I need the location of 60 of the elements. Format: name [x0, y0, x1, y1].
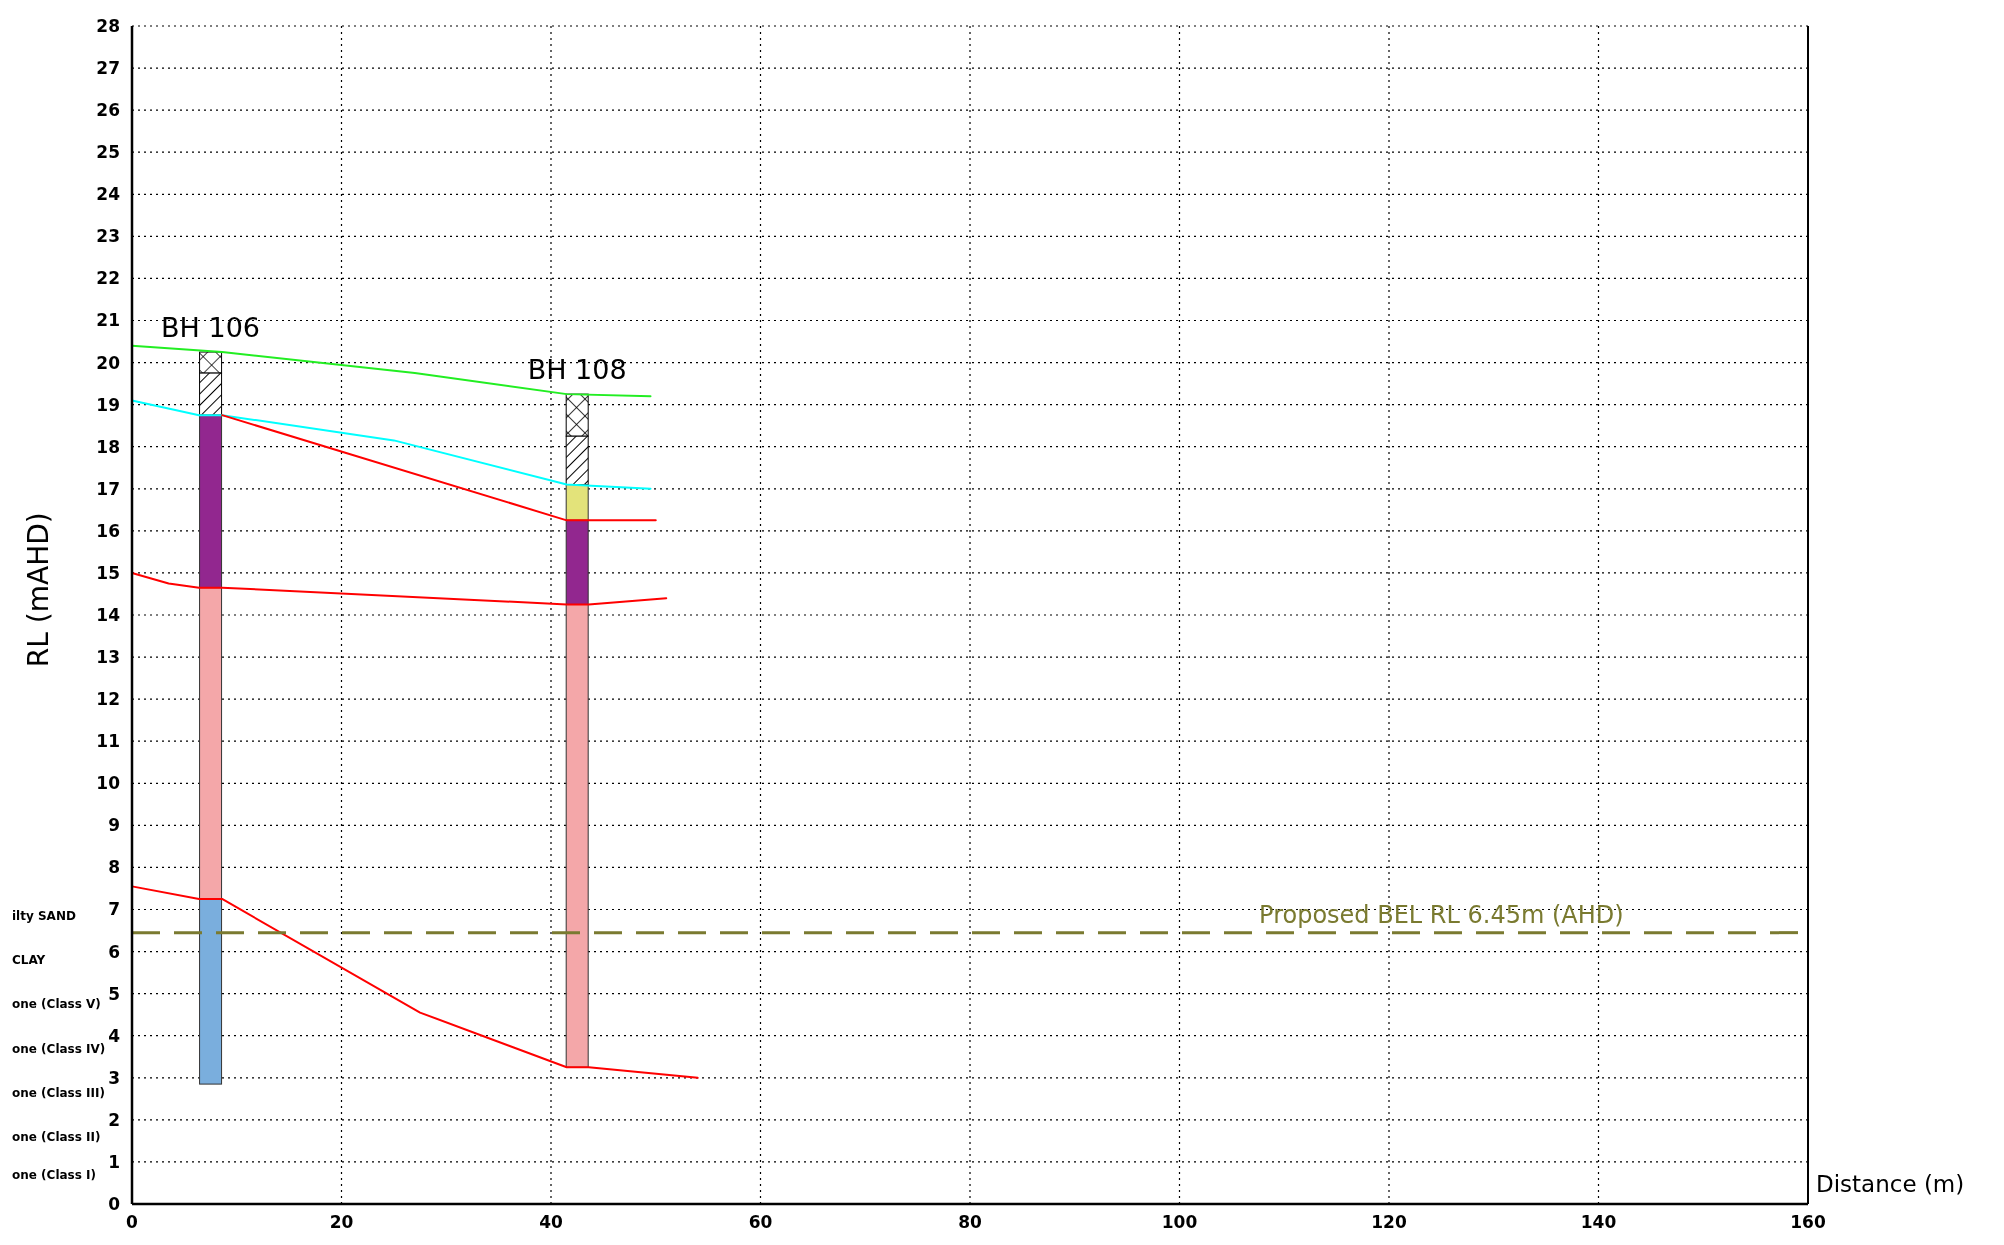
y-tick-label: 18 — [96, 436, 120, 457]
bar — [565, 484, 589, 521]
y-axis-title: RL (mAHD) — [22, 512, 55, 668]
y-tick-label: 6 — [108, 941, 120, 962]
x-tick-label: 160 — [1790, 1212, 1826, 1232]
y-tick-label: 27 — [96, 58, 120, 79]
ref-line-label: Proposed BEL RL 6.45m (AHD) — [1259, 900, 1624, 929]
text: one (Class II) — [12, 1129, 101, 1144]
x-tick-label: 120 — [1371, 1212, 1407, 1232]
text: ilty SAND — [12, 909, 76, 924]
y-tick-label: 7 — [108, 899, 120, 920]
y-tick-label: 25 — [96, 142, 120, 163]
y-tick-label: 0 — [108, 1193, 121, 1214]
x-tick-label: 0 — [126, 1212, 139, 1232]
y-tick-label: 4 — [108, 1025, 121, 1046]
y-tick-label: 14 — [96, 604, 121, 625]
bar — [199, 587, 223, 900]
x-tick-label: 140 — [1580, 1212, 1617, 1232]
x-axis-title: Distance (m) — [1816, 1171, 1965, 1197]
y-tick-label: 26 — [96, 100, 120, 121]
bar — [199, 414, 223, 589]
text: one (Class I) — [12, 1167, 97, 1182]
y-tick-label: 17 — [96, 478, 120, 499]
y-tick-label: 28 — [96, 15, 120, 36]
bar — [199, 898, 223, 1085]
y-tick-label: 15 — [96, 562, 120, 583]
y-tick-label: 16 — [96, 520, 120, 541]
bar — [565, 519, 589, 605]
line-series — [131, 885, 699, 1079]
text: one (Class V) — [12, 997, 101, 1012]
line-series — [131, 571, 668, 606]
annotation: BH 106 — [161, 312, 261, 344]
y-tick-label: 11 — [96, 731, 120, 752]
y-tick-label: 19 — [96, 394, 120, 415]
y-tick-label: 1 — [108, 1151, 120, 1172]
line-series — [131, 344, 652, 398]
bar — [565, 603, 589, 1068]
y-tick-label: 22 — [96, 268, 120, 289]
x-tick-label: 20 — [329, 1212, 354, 1232]
y-tick-label: 8 — [108, 857, 120, 878]
y-tick-label: 9 — [108, 815, 120, 836]
x-tick-label: 60 — [748, 1212, 773, 1232]
text: one (Class IV) — [12, 1041, 106, 1056]
y-tick-label: 12 — [96, 689, 120, 710]
y-tick-label: 2 — [108, 1109, 120, 1130]
y-tick-label: 3 — [108, 1067, 120, 1088]
y-tick-label: 5 — [108, 983, 120, 1004]
y-tick-label: 13 — [96, 647, 120, 668]
y-tick-label: 23 — [96, 226, 120, 247]
text: CLAY — [12, 953, 46, 968]
y-tick-label: 24 — [96, 184, 121, 205]
x-tick-label: 80 — [958, 1212, 982, 1232]
y-tick-label: 20 — [96, 352, 121, 373]
x-tick-label: 40 — [539, 1212, 563, 1232]
y-tick-label: 21 — [96, 310, 120, 331]
line-series — [131, 399, 652, 490]
annotation: BH 108 — [527, 354, 627, 386]
text: one (Class III) — [12, 1085, 105, 1100]
y-tick-label: 10 — [96, 773, 121, 794]
x-tick-label: 100 — [1161, 1212, 1198, 1232]
